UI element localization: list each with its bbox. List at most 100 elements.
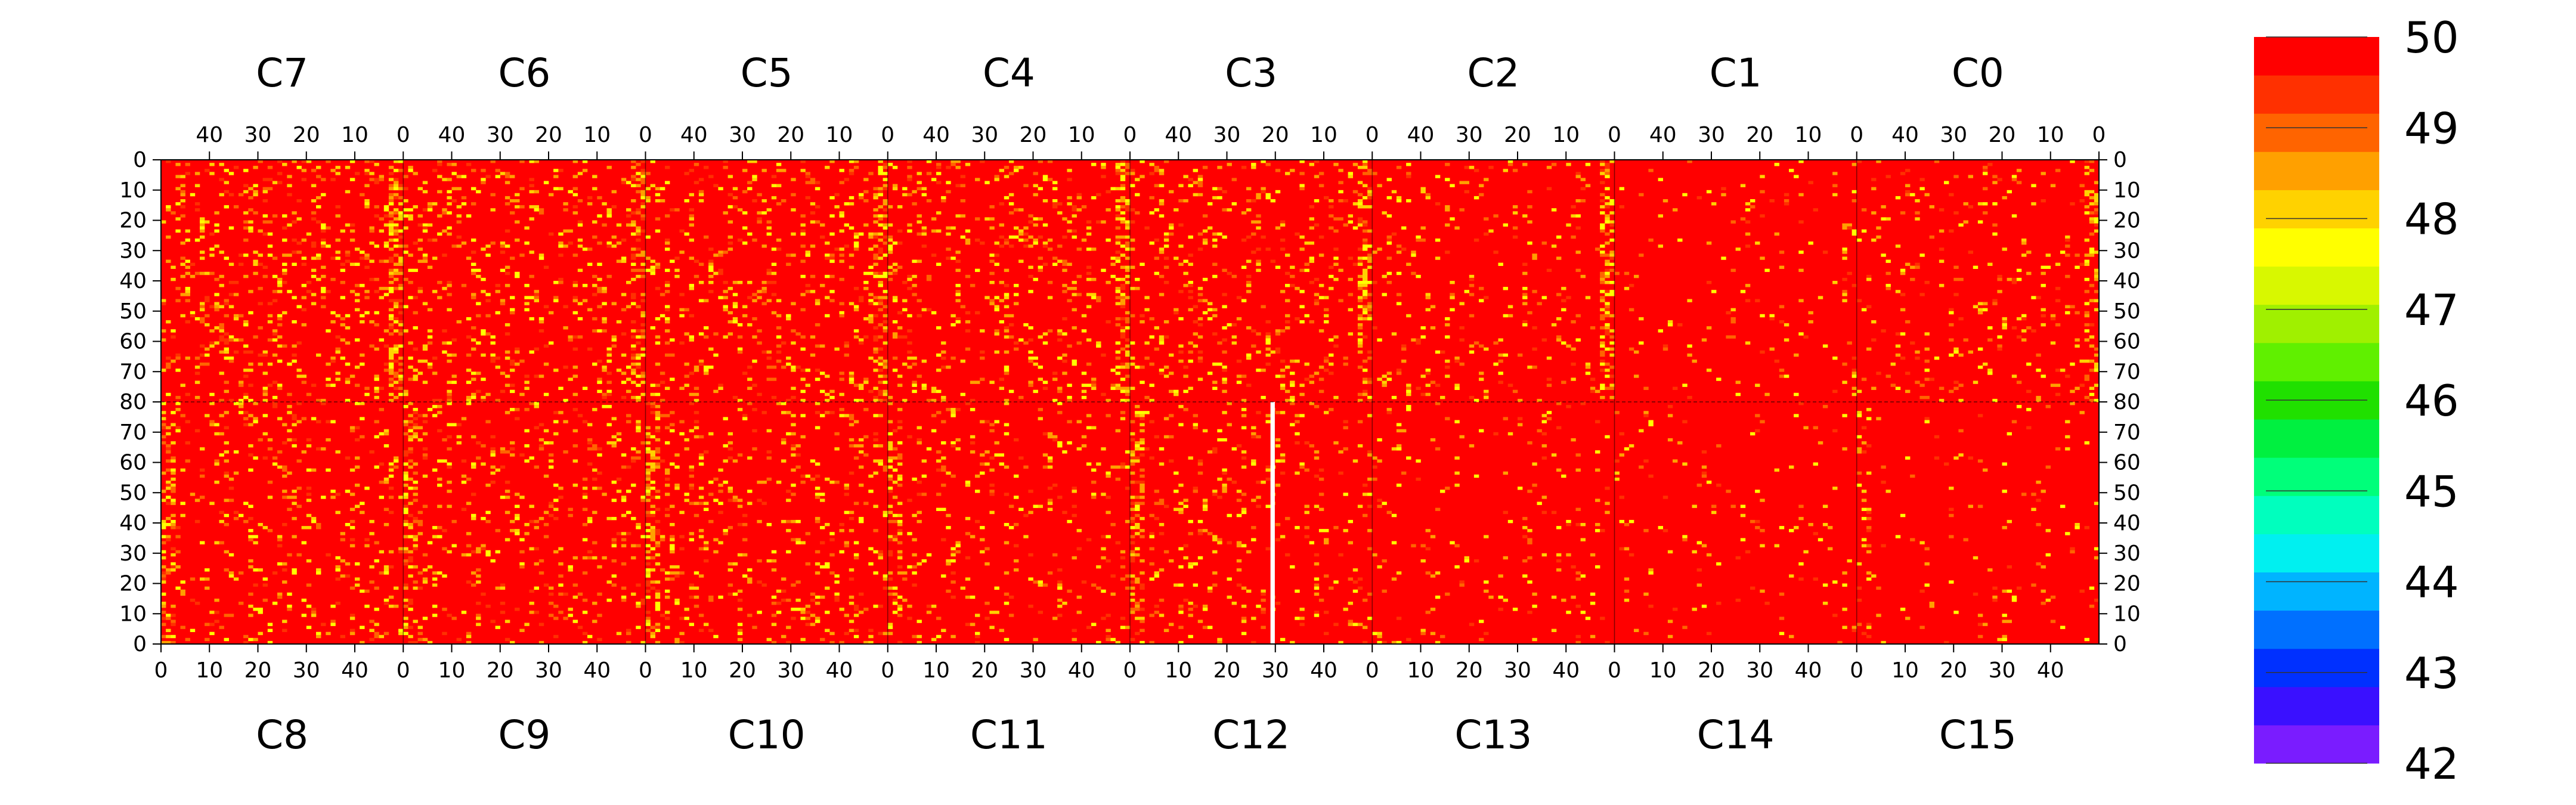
heatmap-cell: [282, 214, 287, 218]
heatmap-cell: [693, 259, 699, 263]
heatmap-cell: [1120, 389, 1126, 394]
heatmap-cell: [592, 556, 597, 560]
heatmap-cell: [2084, 323, 2089, 327]
heatmap-cell: [171, 471, 176, 475]
heatmap-cell: [200, 447, 205, 451]
heatmap-cell: [597, 242, 602, 245]
heatmap-cell: [1110, 369, 1116, 372]
heatmap-cell: [616, 259, 622, 263]
heatmap-cell: [621, 380, 627, 384]
heatmap-cell: [597, 305, 602, 308]
heatmap-cell: [553, 432, 559, 436]
heatmap-cell: [883, 223, 888, 227]
heatmap-cell: [1396, 369, 1402, 372]
heatmap-cell: [887, 239, 893, 242]
heatmap-cell: [481, 290, 486, 293]
heatmap-cell: [1338, 199, 1343, 203]
heatmap-cell: [277, 290, 283, 293]
heatmap-cell: [878, 232, 883, 236]
heatmap-cell: [461, 284, 467, 287]
heatmap-cell: [1033, 184, 1038, 187]
heatmap-cell: [171, 562, 176, 566]
heatmap-cell: [1299, 235, 1305, 239]
heatmap-cell: [766, 559, 772, 563]
heatmap-cell: [611, 244, 617, 248]
heatmap-cell: [747, 501, 753, 505]
heatmap-cell: [665, 181, 670, 184]
heatmap-cell: [1357, 284, 1363, 287]
heatmap-cell: [737, 347, 743, 351]
heatmap-cell: [921, 244, 927, 248]
heatmap-cell: [989, 205, 995, 209]
heatmap-cell: [471, 435, 476, 439]
heatmap-cell: [408, 438, 413, 442]
heatmap-cell: [1987, 326, 1993, 330]
heatmap-cell: [602, 369, 607, 372]
heatmap-cell: [1706, 369, 1712, 372]
heatmap-cell: [1386, 377, 1392, 381]
heatmap-cell: [931, 389, 937, 394]
heatmap-cell: [510, 640, 515, 645]
heatmap-cell: [194, 602, 200, 605]
heatmap-cell: [1372, 250, 1377, 254]
heatmap-cell: [1115, 296, 1120, 299]
heatmap-cell: [868, 389, 874, 394]
heatmap-cell: [243, 350, 249, 354]
heatmap-cell: [1440, 350, 1445, 354]
heatmap-cell: [1919, 395, 1925, 400]
heatmap-cell: [306, 290, 312, 293]
heatmap-cell: [621, 259, 627, 263]
heatmap-cell: [670, 577, 675, 581]
heatmap-cell: [708, 281, 714, 284]
heatmap-cell: [549, 311, 554, 315]
heatmap-cell: [504, 229, 510, 233]
heatmap-cell: [534, 611, 539, 614]
heatmap-cell: [684, 617, 689, 620]
heatmap-cell: [747, 490, 753, 493]
heatmap-cell: [912, 202, 917, 206]
heatmap-cell: [704, 507, 709, 511]
heatmap-cell: [718, 271, 723, 275]
heatmap-cell: [2002, 247, 2007, 251]
heatmap-cell: [214, 432, 219, 436]
heatmap-cell: [180, 184, 185, 187]
heatmap-cell: [1086, 363, 1092, 366]
heatmap-cell: [1028, 274, 1033, 278]
heatmap-cell: [2070, 202, 2075, 206]
heatmap-cell: [485, 605, 491, 608]
heatmap-cell: [437, 398, 442, 402]
heatmap-cell: [1682, 383, 1688, 387]
heatmap-cell: [563, 326, 568, 330]
heatmap-cell: [403, 617, 408, 620]
heatmap-cell: [1600, 181, 1605, 184]
heatmap-cell: [519, 628, 525, 632]
heatmap-cell: [878, 193, 883, 197]
heatmap-cell: [1769, 199, 1775, 203]
heatmap-cell: [704, 559, 709, 563]
heatmap-cell: [510, 296, 515, 299]
heatmap-cell: [665, 281, 670, 284]
heatmap-cell: [185, 239, 190, 242]
heatmap-cell: [883, 326, 888, 330]
heatmap-cell: [786, 499, 791, 502]
heatmap-cell: [239, 513, 244, 518]
heatmap-cell: [1382, 293, 1387, 296]
heatmap-cell: [1992, 181, 1998, 184]
heatmap-cell: [1018, 239, 1024, 242]
heatmap-cell: [1222, 350, 1227, 354]
heatmap-cell: [374, 435, 379, 439]
heatmap-cell: [989, 281, 995, 284]
heatmap-cell: [912, 363, 917, 366]
heatmap-cell: [645, 583, 651, 587]
heatmap-cell: [606, 389, 612, 394]
heatmap-cell: [955, 160, 961, 163]
heatmap-cell: [466, 398, 472, 402]
heatmap-cell: [660, 535, 665, 538]
heatmap-cell: [878, 271, 883, 275]
heatmap-cell: [1208, 302, 1213, 305]
heatmap-cell: [2084, 172, 2089, 175]
heatmap-cell: [718, 595, 723, 599]
heatmap-cell: [166, 523, 171, 527]
heatmap-cell: [2041, 271, 2046, 275]
heatmap-cell: [606, 353, 612, 357]
